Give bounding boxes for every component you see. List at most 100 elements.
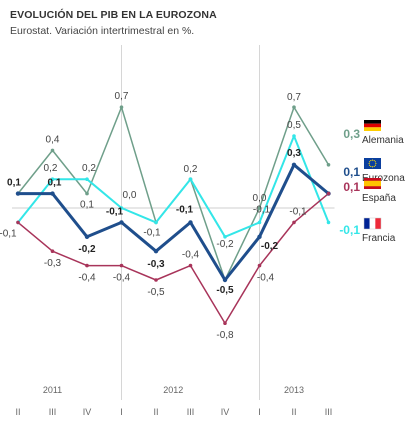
x-tick-label: II [153,407,158,417]
data-point-alemania [326,163,331,167]
data-point-espana [257,263,262,268]
data-label: -0,3 [147,259,165,270]
data-point-francia [223,235,227,239]
data-label: -0,4 [182,250,200,261]
data-point-alemania [119,105,124,109]
year-label: 2011 [43,385,62,395]
data-point-espana [16,220,20,225]
data-point-eurozona [50,191,55,196]
legend-value-espana: 0,1 [343,180,360,194]
data-point-eurozona [257,234,262,239]
chart-subtitle: Eurostat. Variación intertrimestral en %… [10,25,195,37]
data-label: -0,5 [216,285,234,296]
data-point-francia [50,177,55,181]
data-point-francia [257,220,262,225]
data-label: -0,8 [216,330,234,341]
series-line-eurozona [18,163,330,282]
data-point-eurozona [84,234,90,239]
data-point-francia [326,220,331,225]
series-points [15,105,331,326]
legend-label-espana: España [362,193,396,204]
data-label: 0,7 [287,92,301,103]
data-label: 0,3 [287,148,301,159]
year-label: 2013 [284,385,304,395]
data-label: -0,3 [44,258,62,269]
data-label: -0,5 [147,287,165,298]
data-label: 0,1 [48,178,62,189]
flag-eurozona-icon [364,158,381,169]
data-point-espana [223,321,227,326]
data-label: 0,4 [46,134,60,145]
x-tick-label: III [49,407,57,417]
x-tick-label: IV [83,407,92,417]
chart-title: EVOLUCIÓN DEL PIB EN LA EUROZONA [10,9,217,21]
data-point-alemania [50,148,55,153]
legend-label-francia: Francia [362,233,396,244]
data-labels: 0,40,10,70,20,00,7-0,10,2 0,20,0-0,1-0,2-… [0,91,307,341]
data-label: -0,2 [78,244,96,255]
data-point-francia [85,177,89,181]
flag-francia-icon [363,217,382,230]
data-point-francia [188,177,193,181]
legend-value-eurozona: 0,1 [343,165,360,179]
data-label: -0,1 [0,228,17,239]
data-label: 0,1 [7,178,21,189]
data-point-alemania [292,105,296,109]
flag-alemania-icon [364,120,381,131]
data-point-alemania [257,206,262,210]
series-line-alemania [17,106,330,281]
x-tick-label: II [291,407,296,417]
data-point-espana [85,263,89,268]
x-tick-label: I [258,407,261,417]
data-label: 0,0 [123,190,137,201]
legend-label-eurozona: Eurozona [362,173,405,184]
data-point-eurozona [15,191,21,196]
data-point-francia [154,220,158,225]
data-label: 0,2 [44,163,58,174]
legend-value-francia: -0,1 [339,223,360,237]
data-label: -0,2 [216,239,234,250]
x-tick-label: IV [221,407,230,417]
data-point-eurozona [291,162,297,167]
data-label: 0,5 [287,120,301,131]
data-point-espana [50,249,55,253]
x-tick-label: III [187,407,195,417]
flag-espana-icon [364,178,381,189]
data-label: -0,1 [106,206,124,217]
data-point-espana [292,220,296,225]
x-tick-label: II [15,407,20,417]
data-point-espana [119,263,124,268]
data-point-espana [326,191,331,196]
data-point-eurozona [153,249,159,254]
x-tick-label: III [325,407,333,417]
data-label: -0,1 [143,227,161,238]
data-label: -0,1 [289,206,307,217]
data-point-eurozona [188,220,193,225]
data-point-espana [154,278,158,282]
year-label: 2012 [163,385,183,395]
data-point-francia [292,134,296,138]
data-point-francia [119,206,124,210]
legend: Alemania0,3Francia-0,1Eurozona0,1España0… [339,120,405,244]
legend-value-alemania: 0,3 [343,127,360,141]
data-label: 0,2 [184,164,198,175]
data-label: -0,2 [261,241,279,252]
series-line-francia [17,135,330,238]
data-label: -0,4 [257,273,275,284]
data-label: -0,1 [176,204,194,215]
legend-label-alemania: Alemania [362,135,404,146]
series-lines [17,106,330,324]
data-point-eurozona [222,277,228,283]
data-point-espana [188,263,193,268]
data-label: 0,2 [82,163,96,174]
x-tick-label: I [120,407,123,417]
data-point-eurozona [119,220,124,225]
data-label: -0,4 [113,273,131,284]
data-label: 0,0 [253,193,267,204]
data-point-alemania [85,191,89,196]
data-label: -0,4 [78,273,96,284]
data-label: -0,1 [253,204,271,215]
data-label: 0,7 [115,91,129,102]
